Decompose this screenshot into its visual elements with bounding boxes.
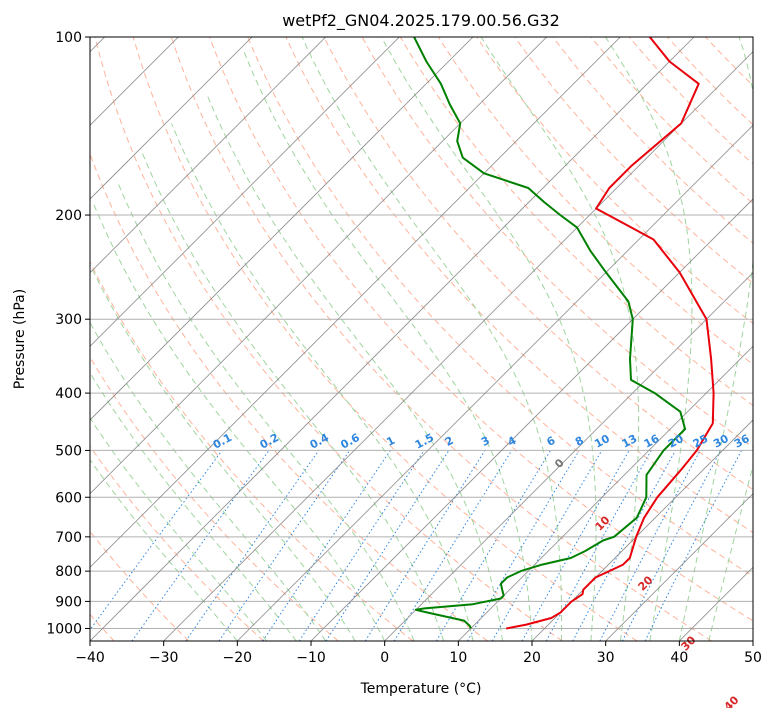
mixing-ratio-line (521, 450, 630, 641)
dry-adiabat-line (247, 37, 753, 577)
isotherm-line (237, 124, 753, 641)
moist-adiabat-line (92, 201, 386, 641)
isotherm-line (90, 37, 547, 495)
dry-adiabat-line (514, 37, 753, 284)
dry-adiabat-line (476, 37, 753, 325)
isotherm-line (90, 37, 621, 568)
y-tick-label: 200 (55, 208, 82, 224)
dry-adiabat-line (285, 37, 753, 534)
mixing-ratio-line (325, 450, 450, 641)
x-tick-label: −10 (296, 650, 326, 666)
y-tick-label: 800 (55, 564, 82, 580)
dry-adiabat-line (323, 37, 753, 491)
isotherm-line (90, 37, 695, 641)
x-tick-label: 0 (380, 650, 389, 666)
y-tick-label: 400 (55, 386, 82, 402)
y-tick-label: 500 (55, 443, 82, 459)
isotherm-line (163, 51, 753, 641)
y-axis-label: Pressure (hPa) (12, 289, 28, 389)
mixing-ratio-label: 16 (642, 432, 662, 451)
isotherm-line (90, 37, 474, 421)
mixing-ratio-line (572, 450, 676, 641)
mixing-ratio-line (644, 450, 742, 641)
moist-adiabat-line (301, 37, 563, 641)
mixing-ratio-line (393, 450, 513, 641)
isotherm-line (90, 37, 326, 274)
plot-frame (89, 36, 754, 642)
mixing-ratio-line (621, 450, 722, 641)
dewpoint-profile-line (413, 37, 687, 629)
dry-adiabat-line (209, 37, 753, 622)
dry-adiabat-line (90, 445, 264, 641)
y-tick-label: 300 (55, 312, 82, 328)
mixing-ratio-line (90, 450, 223, 631)
isotherm-line (384, 272, 753, 641)
dry-adiabat-line (170, 37, 712, 641)
x-tick-label: 30 (597, 650, 615, 666)
y-tick-label: 900 (55, 594, 82, 610)
mixing-ratio-line (185, 450, 320, 641)
moist-adiabat-line (90, 371, 297, 641)
temperature-profile-line (506, 37, 715, 630)
y-tick-label: 600 (55, 490, 82, 506)
isotherm-line (458, 345, 753, 641)
mixing-ratio-line (218, 450, 351, 641)
dry-adiabat-line (90, 260, 414, 641)
moist-adiabat-line (90, 458, 238, 641)
isotherm-line (90, 37, 253, 200)
mixing-ratio-label: 20 (666, 432, 686, 451)
isotherm-line (605, 493, 753, 641)
dry-adiabat-line (94, 37, 563, 641)
mixing-ratio-label: 13 (620, 432, 640, 451)
moist-adiabat-line (480, 37, 640, 641)
y-tick-label: 100 (55, 30, 82, 46)
mixing-ratio-line (262, 450, 391, 641)
y-tick-label: 700 (55, 530, 82, 546)
moist-adiabat-line (242, 49, 533, 641)
grid-lines (90, 37, 753, 641)
moist-adiabat-line (90, 263, 356, 641)
isotherm-line (90, 37, 400, 347)
moist-adiabat-line (605, 37, 693, 641)
moist-adiabat-line (90, 321, 327, 641)
moist-adiabat-line (380, 37, 597, 641)
moist-adiabat-line (678, 37, 753, 641)
x-tick-label: −20 (223, 650, 253, 666)
mixing-ratio-line (298, 450, 425, 641)
chart-title: wetPf2_GN04.2025.179.00.56.G32 (282, 11, 560, 31)
x-tick-label: 40 (670, 650, 688, 666)
x-tick-label: 20 (523, 650, 541, 666)
dry-adiabat-line (90, 356, 339, 641)
axes: −40 −30 −20 −10 0 10 20 30 40 50 100 200 300 400 500 60… (46, 30, 762, 666)
mixing-ratio-label: 25 (691, 432, 711, 451)
moist-adiabat-line (90, 417, 268, 641)
profiles (413, 37, 715, 630)
x-tick-label: 50 (744, 650, 762, 666)
x-tick-label: −40 (75, 650, 105, 666)
mixing-ratio-label: 10 (592, 432, 612, 451)
moist-adiabat-line (116, 180, 415, 641)
y-tick-label: 1000 (46, 621, 82, 637)
isotherm-line (531, 419, 753, 641)
mixing-ratio-line (545, 450, 652, 641)
moist-adiabat-line (708, 463, 753, 641)
mixing-ratio-label: 36 (732, 432, 752, 451)
x-axis-label: Temperature (°C) (360, 681, 482, 697)
x-tick-label: −30 (149, 650, 179, 666)
x-tick-label: 10 (449, 650, 467, 666)
isotherm-line (310, 198, 753, 641)
mixing-ratio-label: 30 (711, 432, 731, 451)
